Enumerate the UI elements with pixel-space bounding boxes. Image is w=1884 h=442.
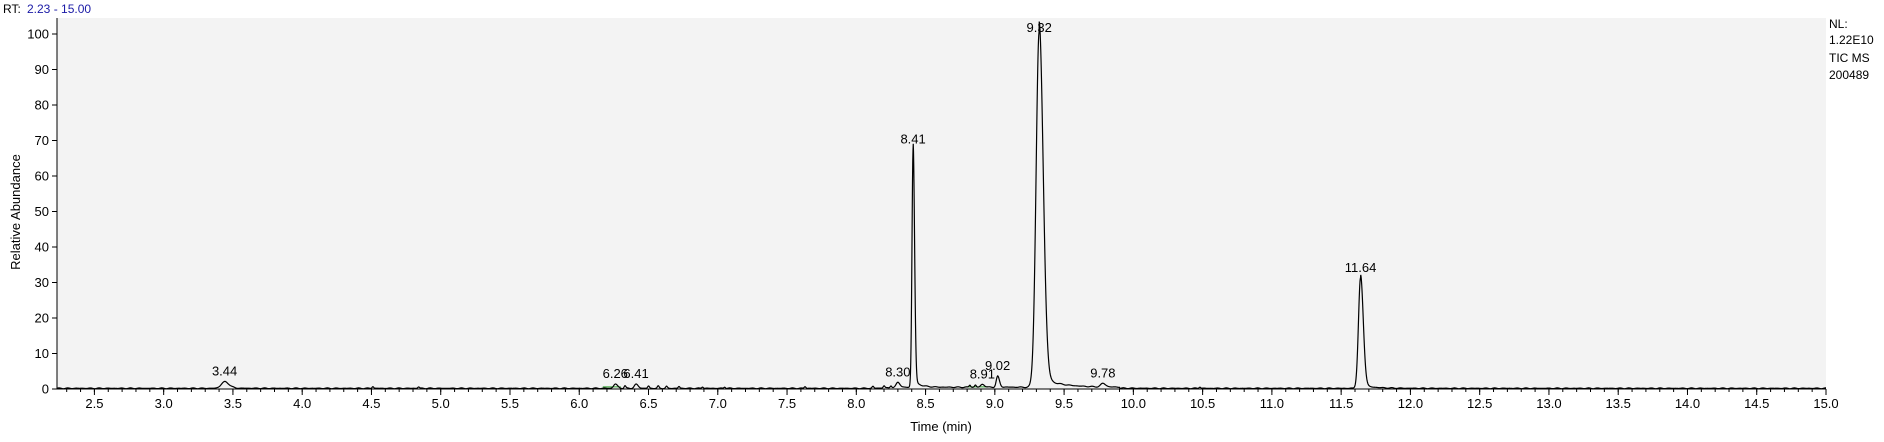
y-tick-label: 20 bbox=[35, 311, 49, 326]
x-tick-label: 7.0 bbox=[709, 396, 727, 411]
peak-label: 8.30 bbox=[885, 364, 910, 379]
info-line-1: 1.22E10 bbox=[1829, 33, 1874, 47]
y-tick-label: 80 bbox=[35, 98, 49, 113]
x-axis-title: Time (min) bbox=[910, 419, 972, 434]
peak-label: 8.91 bbox=[970, 366, 995, 381]
x-tick-label: 4.0 bbox=[293, 396, 311, 411]
y-tick-label: 50 bbox=[35, 204, 49, 219]
y-tick-label: 70 bbox=[35, 133, 49, 148]
info-panel: NL: 1.22E10 TIC MS 200489 bbox=[1829, 17, 1874, 82]
peak-label: 6.26 bbox=[603, 366, 628, 381]
x-tick-label: 2.5 bbox=[85, 396, 103, 411]
info-line-0: NL: bbox=[1829, 17, 1848, 31]
x-tick-label: 5.5 bbox=[501, 396, 519, 411]
x-tick-label: 12.0 bbox=[1398, 396, 1423, 411]
peak-label: 9.02 bbox=[985, 358, 1010, 373]
x-tick-label: 11.5 bbox=[1329, 396, 1353, 411]
x-tick-label: 8.5 bbox=[917, 396, 935, 411]
y-axis: 0 10 20 30 40 50 60 70 80 90 100 bbox=[27, 18, 58, 397]
y-tick-label: 60 bbox=[35, 169, 49, 184]
plot-area bbox=[57, 18, 1826, 389]
x-tick-label: 6.0 bbox=[570, 396, 588, 411]
peak-label: 6.41 bbox=[623, 366, 648, 381]
x-tick-label: 9.5 bbox=[1055, 396, 1073, 411]
x-tick-label: 13.0 bbox=[1536, 396, 1561, 411]
peak-label: 9.32 bbox=[1027, 20, 1052, 35]
y-tick-label: 10 bbox=[35, 346, 49, 361]
x-tick-label: 14.5 bbox=[1744, 396, 1769, 411]
x-tick-label: 4.5 bbox=[362, 396, 380, 411]
rt-prefix: RT: bbox=[3, 2, 21, 16]
x-tick-label: 11.0 bbox=[1260, 396, 1284, 411]
y-tick-label: 100 bbox=[27, 27, 49, 42]
info-line-2: TIC MS bbox=[1829, 51, 1870, 65]
x-tick-label: 15.0 bbox=[1813, 396, 1838, 411]
x-tick-label: 7.5 bbox=[778, 396, 796, 411]
peak-labels: 3.44 6.266.41 8.30 8.41 8.919.02 9.32 9.78 11.6… bbox=[212, 20, 1376, 381]
peak-label: 8.41 bbox=[900, 131, 925, 146]
x-tick-label: 12.5 bbox=[1467, 396, 1492, 411]
y-tick-label: 0 bbox=[42, 382, 49, 397]
x-tick-label: 9.0 bbox=[986, 396, 1004, 411]
rt-range: 2.23 - 15.00 bbox=[27, 2, 91, 16]
x-tick-label: 13.5 bbox=[1606, 396, 1631, 411]
x-tick-label: 10.0 bbox=[1121, 396, 1146, 411]
x-axis: 2.5 3.0 3.5 4.0 4.5 5.0 5.5 6.0 6.5 7.0 7.5 8.0 8.5 9… bbox=[57, 388, 1839, 411]
x-tick-label: 3.5 bbox=[224, 396, 242, 411]
x-tick-label: 5.0 bbox=[432, 396, 450, 411]
y-tick-label: 90 bbox=[35, 62, 49, 77]
peak-label: 9.78 bbox=[1090, 365, 1115, 380]
x-tick-label: 10.5 bbox=[1190, 396, 1215, 411]
info-line-3: 200489 bbox=[1829, 68, 1869, 82]
x-tick-label: 14.0 bbox=[1675, 396, 1700, 411]
peak-label: 11.64 bbox=[1345, 260, 1377, 275]
x-tick-label: 3.0 bbox=[155, 396, 173, 411]
y-tick-label: 40 bbox=[35, 240, 49, 255]
x-tick-label: 8.0 bbox=[847, 396, 865, 411]
y-tick-label: 30 bbox=[35, 275, 49, 290]
y-axis-title: Relative Abundance bbox=[8, 154, 23, 270]
x-tick-label: 6.5 bbox=[639, 396, 657, 411]
peak-label: 3.44 bbox=[212, 364, 237, 379]
